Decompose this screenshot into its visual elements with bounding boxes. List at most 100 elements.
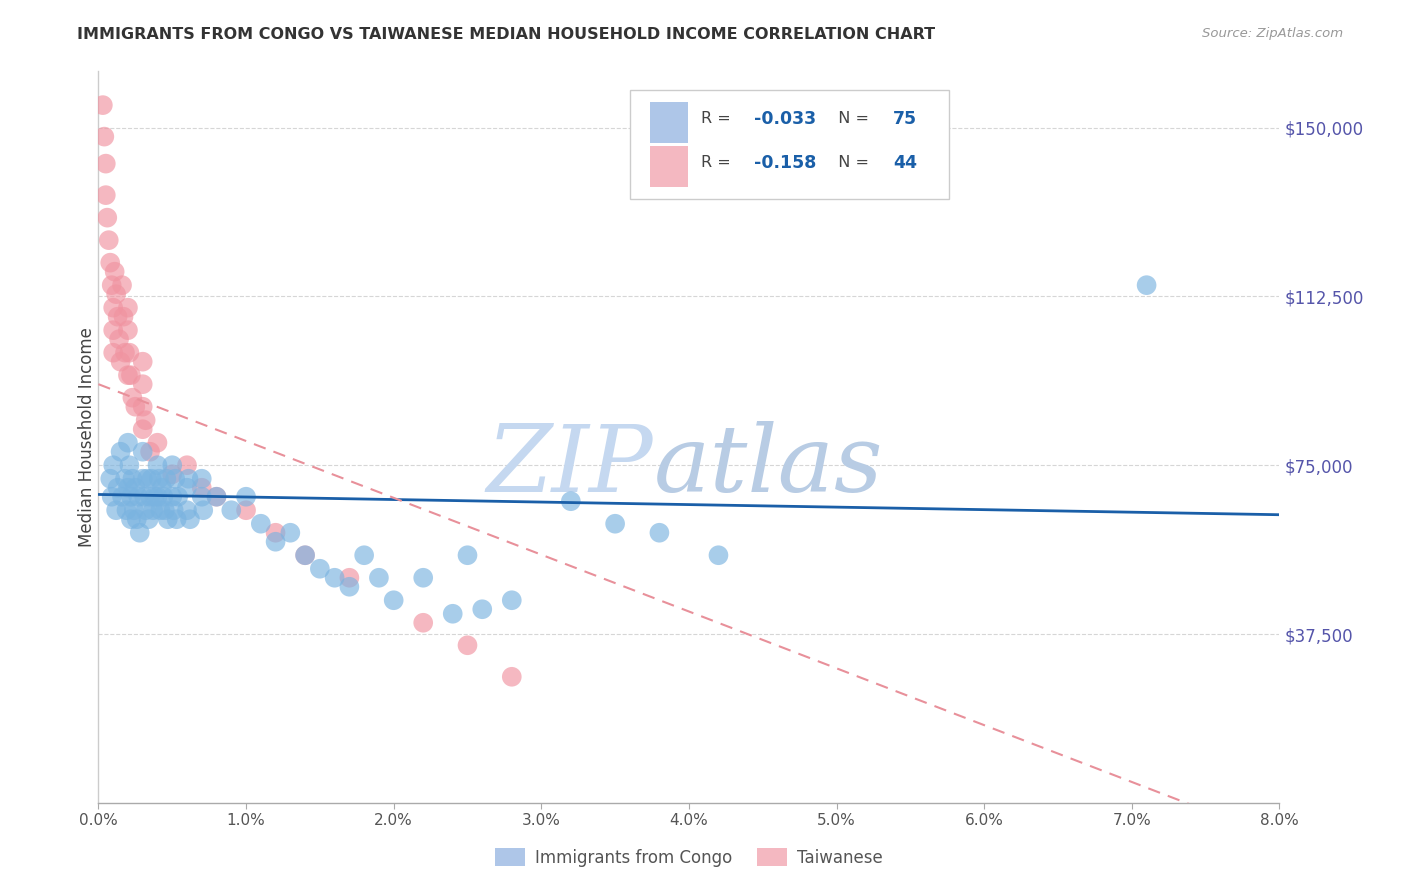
Point bbox=[191, 472, 214, 486]
Point bbox=[179, 512, 201, 526]
Point bbox=[103, 301, 125, 315]
Point bbox=[121, 472, 143, 486]
Text: -0.033: -0.033 bbox=[754, 110, 815, 128]
Point bbox=[136, 472, 159, 486]
Point bbox=[105, 287, 128, 301]
Point bbox=[142, 503, 165, 517]
Point bbox=[139, 490, 162, 504]
Point bbox=[117, 435, 139, 450]
Point bbox=[146, 435, 169, 450]
Point bbox=[103, 458, 125, 473]
Point bbox=[193, 503, 215, 517]
Point bbox=[353, 548, 375, 562]
Point bbox=[162, 490, 183, 504]
Point bbox=[177, 472, 200, 486]
Point bbox=[103, 345, 125, 359]
Text: 75: 75 bbox=[893, 110, 917, 128]
Point bbox=[501, 670, 523, 684]
Text: N =: N = bbox=[828, 112, 875, 127]
Point bbox=[100, 490, 122, 504]
Text: Source: ZipAtlas.com: Source: ZipAtlas.com bbox=[1202, 27, 1343, 40]
Point bbox=[294, 548, 316, 562]
Point bbox=[121, 391, 143, 405]
Text: N =: N = bbox=[828, 155, 875, 170]
Point bbox=[117, 481, 139, 495]
Point bbox=[605, 516, 627, 531]
Point bbox=[114, 472, 136, 486]
Point bbox=[120, 368, 142, 383]
Point bbox=[309, 562, 332, 576]
Point bbox=[132, 400, 155, 414]
Point bbox=[135, 413, 157, 427]
Y-axis label: Median Household Income: Median Household Income bbox=[79, 327, 96, 547]
Point bbox=[118, 345, 141, 359]
Text: atlas: atlas bbox=[654, 421, 883, 511]
Point bbox=[457, 638, 479, 652]
Point bbox=[120, 490, 142, 504]
Legend: Immigrants from Congo, Taiwanese: Immigrants from Congo, Taiwanese bbox=[486, 840, 891, 875]
Bar bbox=[650, 103, 688, 143]
Point bbox=[176, 503, 198, 517]
Point bbox=[471, 602, 494, 616]
Point bbox=[368, 571, 391, 585]
Point bbox=[120, 512, 142, 526]
Point bbox=[128, 525, 150, 540]
Point bbox=[250, 516, 273, 531]
Point bbox=[648, 525, 671, 540]
Point bbox=[191, 481, 214, 495]
Point bbox=[457, 548, 479, 562]
Text: ZIP: ZIP bbox=[486, 421, 654, 511]
Point bbox=[162, 467, 183, 482]
Point bbox=[125, 512, 148, 526]
Point bbox=[152, 490, 174, 504]
Point bbox=[235, 503, 257, 517]
Point bbox=[94, 156, 117, 170]
Point bbox=[124, 481, 146, 495]
Point bbox=[118, 458, 141, 473]
Point bbox=[93, 129, 115, 144]
Point bbox=[148, 472, 170, 486]
Point bbox=[138, 512, 160, 526]
Point bbox=[221, 503, 243, 517]
Point bbox=[176, 458, 198, 473]
Point bbox=[191, 490, 214, 504]
Point bbox=[1136, 278, 1159, 293]
Text: 44: 44 bbox=[893, 153, 917, 172]
Point bbox=[339, 571, 361, 585]
Point bbox=[103, 323, 125, 337]
Point bbox=[146, 490, 169, 504]
Point bbox=[98, 255, 121, 269]
Point bbox=[412, 571, 434, 585]
Point bbox=[149, 503, 172, 517]
Point bbox=[165, 472, 187, 486]
Point bbox=[104, 265, 127, 279]
Point bbox=[163, 503, 186, 517]
Point bbox=[132, 472, 155, 486]
Text: -0.158: -0.158 bbox=[754, 153, 817, 172]
Point bbox=[122, 503, 145, 517]
Point bbox=[111, 278, 134, 293]
Point bbox=[155, 472, 177, 486]
FancyBboxPatch shape bbox=[630, 90, 949, 200]
Point bbox=[280, 525, 302, 540]
Point bbox=[108, 332, 131, 346]
Point bbox=[115, 503, 138, 517]
Point bbox=[162, 458, 183, 473]
Point bbox=[146, 458, 169, 473]
Point bbox=[167, 490, 190, 504]
Point bbox=[294, 548, 316, 562]
Point bbox=[339, 580, 361, 594]
Point bbox=[117, 323, 139, 337]
Point bbox=[135, 503, 157, 517]
Point bbox=[110, 444, 132, 458]
Point bbox=[100, 278, 122, 293]
Text: R =: R = bbox=[700, 155, 735, 170]
Bar bbox=[650, 146, 688, 186]
Point bbox=[139, 444, 162, 458]
Text: R =: R = bbox=[700, 112, 735, 127]
Point bbox=[114, 345, 136, 359]
Point bbox=[94, 188, 117, 202]
Point bbox=[501, 593, 523, 607]
Point bbox=[235, 490, 257, 504]
Point bbox=[124, 400, 146, 414]
